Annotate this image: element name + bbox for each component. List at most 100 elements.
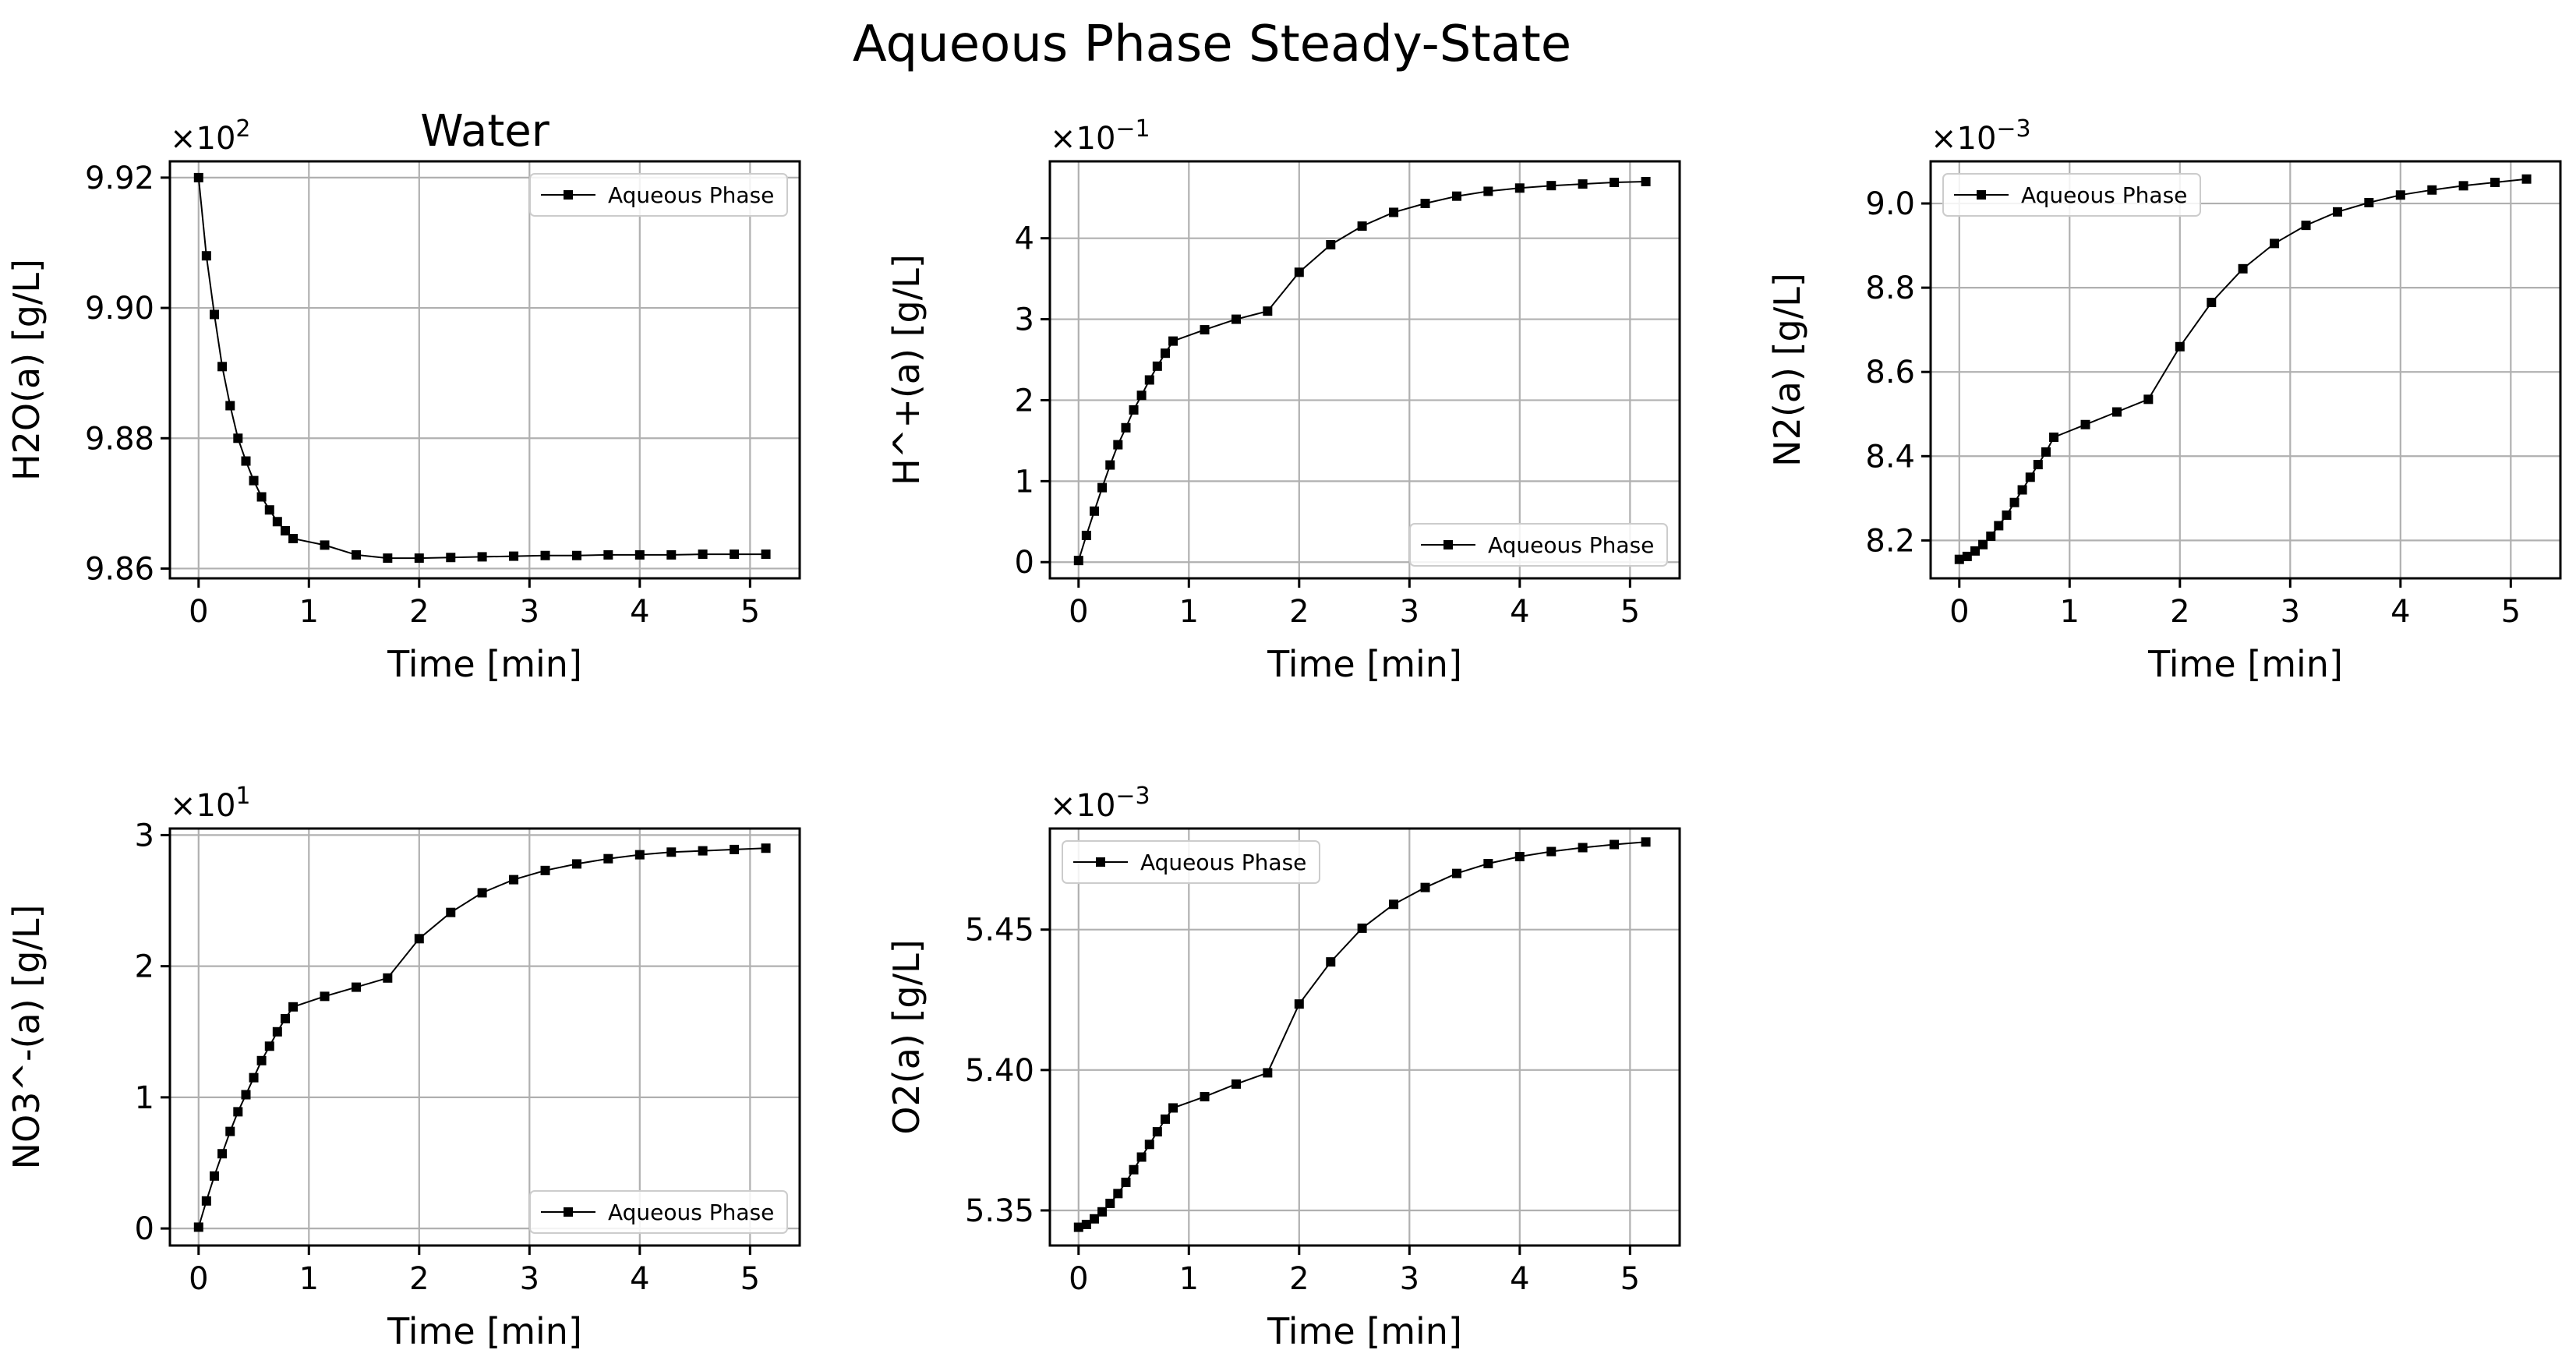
data-point: [352, 982, 362, 992]
x-tick-label: 3: [1400, 1261, 1419, 1297]
y-axis-label: N2(a) [g/L]: [1766, 273, 1808, 467]
y-axis-label: NO3^-(a) [g/L]: [5, 905, 48, 1170]
x-tick-label: 5: [740, 1261, 760, 1297]
data-point: [1168, 1103, 1178, 1113]
y-tick-label: 4: [1015, 221, 1034, 257]
y-tick-label: 1: [1015, 464, 1034, 500]
legend-label: Aqueous Phase: [608, 1200, 774, 1225]
data-point: [1144, 375, 1154, 385]
subplot-2: 0 1 2 3 4 5 0 1 2 3 4 Time [min] H^+(a) [g/L] ×10−1 Aq…: [885, 115, 1681, 685]
y-offset-text: ×101: [170, 783, 251, 824]
data-point: [249, 475, 259, 486]
data-point: [256, 492, 267, 502]
data-point: [1090, 506, 1100, 516]
data-point: [1483, 186, 1493, 196]
y-tick-label: 9.88: [85, 421, 154, 457]
y-tick-label: 8.6: [1865, 355, 1915, 390]
data-point: [698, 549, 708, 560]
data-point: [2458, 181, 2468, 191]
data-point: [1326, 957, 1336, 967]
data-point: [1200, 1092, 1210, 1102]
y-offset-exponent: −3: [1115, 783, 1150, 810]
data-point: [1105, 460, 1115, 470]
data-point: [2041, 447, 2051, 457]
data-point: [249, 1072, 259, 1083]
y-offset-base: ×10: [170, 121, 235, 157]
data-point: [2490, 178, 2500, 188]
legend: Aqueous Phase: [1409, 523, 1668, 567]
y-tick-label: 2: [135, 949, 154, 985]
subplot-title: Water: [420, 106, 550, 157]
axes-frame: [1048, 160, 1681, 580]
data-point: [288, 534, 299, 544]
data-point: [256, 1055, 267, 1065]
axes-frame: [168, 827, 801, 1247]
data-point: [193, 172, 203, 182]
y-offset-text: ×10−3: [1931, 115, 2031, 157]
data-point: [1105, 1198, 1115, 1208]
data-point: [320, 991, 330, 1002]
data-point: [666, 549, 677, 560]
x-axis-label: Time [min]: [1267, 643, 1462, 685]
data-point: [446, 553, 456, 563]
x-tick-label: 4: [1510, 594, 1529, 630]
data-point: [603, 549, 613, 560]
data-point: [1954, 554, 1964, 564]
data-point: [2009, 497, 2019, 507]
data-point: [540, 550, 550, 560]
data-point: [1073, 556, 1083, 566]
data-point: [1986, 531, 1996, 541]
data-point: [2025, 472, 2035, 482]
data-point: [1129, 405, 1139, 415]
axes-frame: [1048, 827, 1681, 1247]
subplot-1: 0 1 2 3 4 5 9.86 9.88 9.90 9.92 Time [min] H2O(a) […: [5, 106, 801, 685]
data-point: [1546, 846, 1557, 857]
data-point: [1161, 348, 1171, 359]
data-point: [2333, 207, 2343, 217]
data-point: [2175, 341, 2185, 352]
legend-box: [529, 1190, 788, 1234]
data-point: [1578, 843, 1588, 853]
data-point: [272, 517, 282, 527]
data-point: [1136, 1152, 1147, 1162]
x-tick-label: 5: [740, 594, 760, 630]
data-point: [1152, 361, 1162, 371]
y-tick-label: 9.90: [85, 291, 154, 327]
data-point: [1263, 306, 1273, 316]
series-line: [197, 177, 766, 560]
data-point: [1168, 336, 1178, 346]
y-tick-label: 5.40: [965, 1053, 1034, 1089]
y-offset-exponent: 1: [235, 783, 250, 810]
data-point: [2033, 460, 2043, 470]
data-point: [1294, 999, 1304, 1009]
data-point: [1121, 1177, 1131, 1187]
legend-box: [1409, 523, 1668, 567]
x-tick-label: 1: [299, 594, 319, 630]
y-tick-label: 2: [1015, 383, 1034, 419]
legend-marker-swatch: [1443, 540, 1453, 549]
data-point: [201, 1196, 211, 1206]
data-point: [1962, 551, 1972, 561]
data-point: [572, 859, 582, 869]
x-tick-label: 4: [630, 594, 649, 630]
data-point: [217, 1149, 228, 1159]
data-point: [1452, 868, 1462, 878]
x-tick-label: 0: [1069, 1261, 1088, 1297]
y-axis-label: H2O(a) [g/L]: [5, 259, 48, 481]
data-point: [233, 1107, 243, 1117]
data-point: [1514, 852, 1525, 862]
data-point: [272, 1026, 282, 1037]
data-point: [1081, 1219, 1091, 1229]
x-tick-label: 2: [409, 594, 429, 630]
data-point: [281, 525, 291, 535]
y-tick-label: 8.4: [1865, 439, 1915, 475]
x-tick-label: 2: [1289, 1261, 1309, 1297]
data-point: [210, 1171, 220, 1181]
subplot-3: 0 1 2 3 4 5 8.2 8.4 8.6 8.8 9.0 Time [min] N2(a) [g/…: [1766, 115, 2562, 685]
data-point: [414, 553, 424, 564]
data-point: [225, 1126, 235, 1136]
legend: Aqueous Phase: [1062, 840, 1320, 884]
data-point: [730, 844, 740, 854]
x-tick-label: 0: [1069, 594, 1088, 630]
